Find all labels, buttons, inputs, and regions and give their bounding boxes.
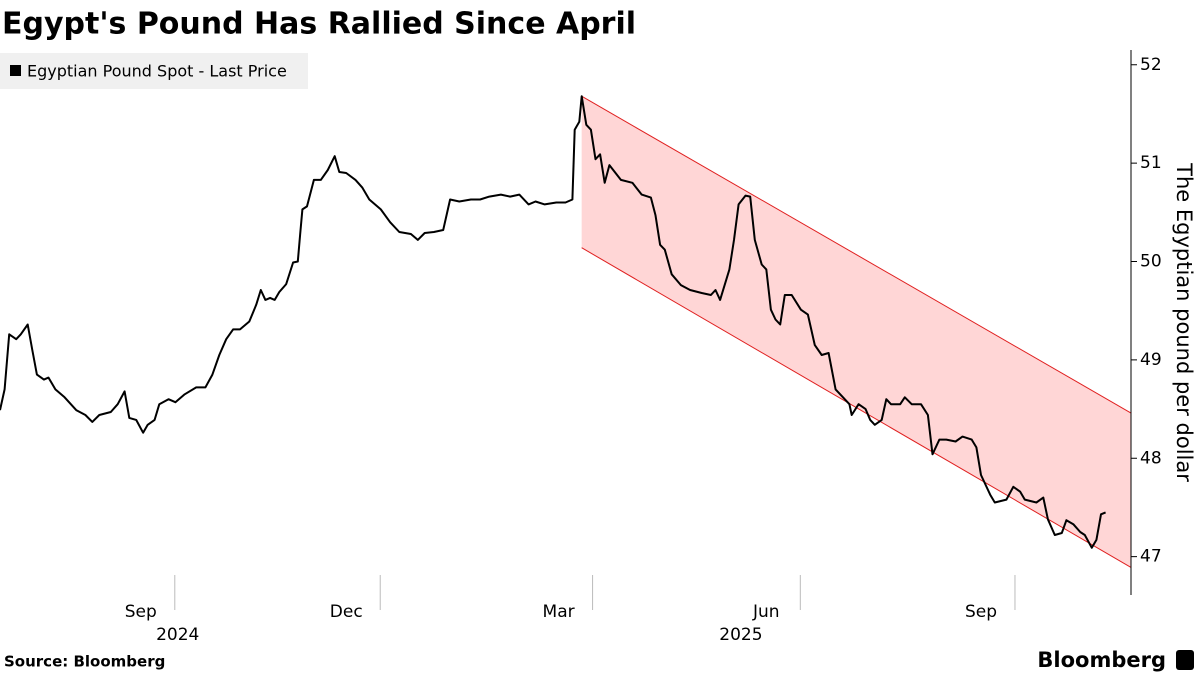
channel-area <box>581 96 1131 568</box>
chart-title: Egypt's Pound Has Rallied Since April <box>2 7 636 42</box>
year-label: 2024 <box>156 625 199 645</box>
legend-box <box>0 53 308 89</box>
y-tick-label: 51 <box>1140 153 1162 173</box>
channel-upper <box>581 95 1132 414</box>
y-axis-label: The Egyptian pound per dollar <box>1172 162 1196 482</box>
x-tick-label: Sep <box>125 602 157 622</box>
y-tick-label: 47 <box>1140 547 1162 567</box>
x-tick-label: Dec <box>330 602 363 622</box>
x-tick-label: Jun <box>752 602 780 622</box>
y-tick-label: 50 <box>1140 252 1162 272</box>
year-label: 2025 <box>719 625 762 645</box>
legend-label: Egyptian Pound Spot - Last Price <box>27 62 287 81</box>
x-tick-label: Sep <box>965 602 997 622</box>
legend-swatch <box>10 65 21 76</box>
y-tick-label: 48 <box>1140 448 1162 468</box>
y-tick-label: 49 <box>1140 350 1162 370</box>
brand-icon <box>1176 650 1194 670</box>
y-tick-label: 52 <box>1140 55 1162 75</box>
source: Source: Bloomberg <box>4 653 165 671</box>
price-line <box>0 95 1106 549</box>
x-tick-label: Mar <box>543 602 575 622</box>
brand: Bloomberg <box>1037 648 1166 672</box>
